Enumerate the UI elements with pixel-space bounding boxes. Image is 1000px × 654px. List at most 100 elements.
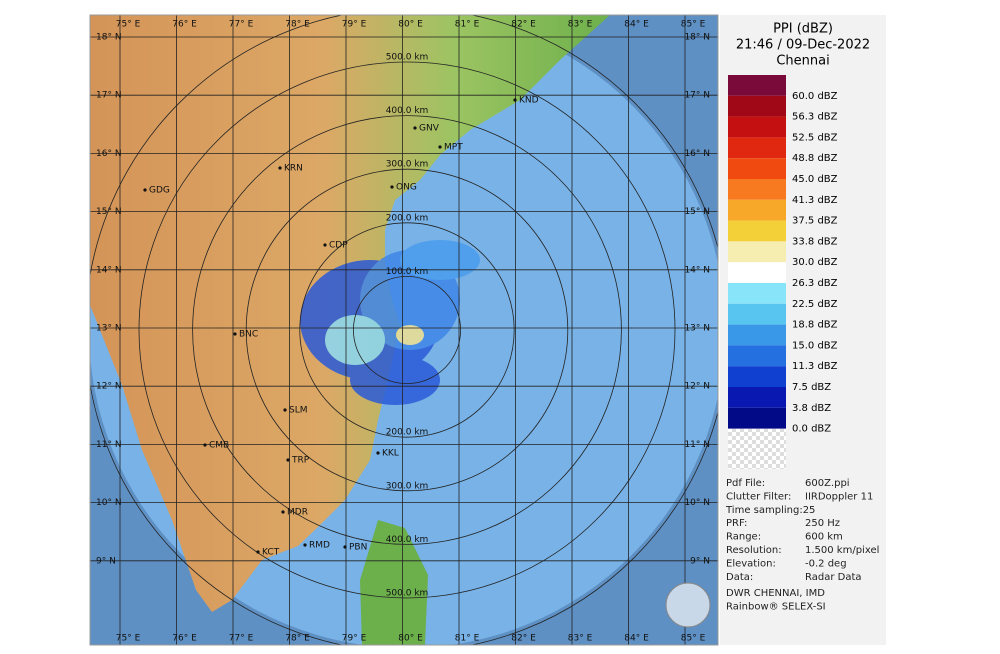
legend-label: 33.8 dBZ [792, 236, 838, 247]
lat-label-left: 13° N [96, 324, 122, 334]
station-dot [343, 545, 347, 549]
station-label: TRP [291, 456, 310, 466]
legend-swatch [728, 366, 786, 387]
range-ring [299, 222, 515, 438]
lon-label-bottom: 80° E [398, 634, 423, 644]
legend-label: 11.3 dBZ [792, 361, 838, 372]
info-key: Pdf File: [726, 478, 765, 489]
range-label: 500.0 km [386, 53, 429, 63]
range-label: 400.0 km [386, 106, 429, 116]
station-dot [376, 451, 380, 455]
info-value: IIRDoppler 11 [805, 491, 873, 502]
map-frame [89, 14, 719, 646]
lat-label-right: 15° N [684, 207, 710, 217]
legend-swatch [728, 303, 786, 325]
lon-label-bottom: 75° E [116, 634, 141, 644]
legend-swatch [728, 387, 786, 408]
lat-label-left: 15° N [96, 207, 122, 217]
station-dot [256, 550, 260, 554]
legend-swatch [728, 75, 786, 96]
info-key: Time sampling:25 [725, 505, 815, 516]
lon-label-bottom: 84° E [624, 634, 649, 644]
station-dot [513, 98, 517, 102]
legend-swatch [728, 158, 786, 179]
station-label: KND [519, 96, 539, 106]
lat-label-right: 9° N [690, 556, 710, 566]
lat-label-right: 18° N [684, 33, 710, 43]
legend-swatch [728, 262, 786, 283]
legend-swatch [728, 407, 786, 429]
range-ring [245, 168, 569, 492]
legend-label: 26.3 dBZ [792, 278, 838, 289]
station-label: GDG [149, 186, 170, 196]
station-label: KCT [262, 548, 280, 558]
legend-swatch [728, 324, 786, 346]
station-dot [390, 185, 394, 189]
lat-label-right: 11° N [684, 440, 710, 450]
info-value: 250 Hz [805, 518, 840, 529]
station-dot [281, 510, 285, 514]
station-dot [278, 166, 282, 170]
timestamp: 21:46 / 09-Dec-2022 [736, 38, 870, 53]
no-data-swatch [728, 429, 786, 469]
legend-label: 41.3 dBZ [792, 195, 838, 206]
lon-label-bottom: 81° E [455, 634, 480, 644]
range-ring [138, 61, 676, 599]
legend-label: 30.0 dBZ [792, 257, 838, 268]
station-label: ONG [396, 183, 417, 193]
legend-swatch [728, 241, 786, 263]
legend-label: 45.0 dBZ [792, 174, 838, 185]
lat-label-left: 12° N [96, 382, 122, 392]
range-label: 300.0 km [386, 160, 429, 170]
lon-label-top: 83° E [568, 20, 593, 30]
lat-label-left: 10° N [96, 498, 122, 508]
lat-label-right: 12° N [684, 382, 710, 392]
lon-label-top: 75° E [116, 20, 141, 30]
legend-swatch [728, 283, 786, 304]
station-name: Chennai [776, 54, 829, 69]
station-label: PBN [349, 543, 367, 553]
station-dot [438, 145, 442, 149]
station-label: MPT [444, 143, 463, 153]
station-label: CMB [209, 441, 229, 451]
lat-label-left: 17° N [96, 91, 122, 101]
legend-swatch [728, 345, 786, 367]
station-dot [143, 188, 147, 192]
lat-label-right: 17° N [684, 91, 710, 101]
lon-label-bottom: 85° E [681, 634, 706, 644]
product: PPI (dBZ) [773, 22, 833, 37]
lat-label-right: 10° N [684, 498, 710, 508]
lat-label-right: 14° N [684, 265, 710, 275]
range-label: 500.0 km [386, 589, 429, 599]
legend-label: 0.0 dBZ [792, 424, 831, 435]
lon-label-top: 82° E [511, 20, 536, 30]
legend-swatch [728, 179, 786, 200]
station-label: GNV [419, 124, 440, 134]
credit: Rainbow® SELEX-SI [726, 601, 826, 612]
station-dot [286, 458, 290, 462]
legend-label: 52.5 dBZ [792, 132, 838, 143]
station-dot [413, 126, 417, 130]
legend-label: 7.5 dBZ [792, 382, 831, 393]
legend-label: 37.5 dBZ [792, 216, 838, 227]
info-key: Elevation: [726, 558, 776, 569]
legend-label: 48.8 dBZ [792, 153, 838, 164]
lon-label-top: 81° E [455, 20, 480, 30]
graticule [90, 15, 718, 645]
lon-label-top: 77° E [229, 20, 254, 30]
legend-label: 56.3 dBZ [792, 112, 838, 123]
range-ring [192, 115, 622, 545]
station-label: KKL [382, 449, 399, 459]
legend-swatch [728, 220, 786, 242]
station-label: MDR [287, 508, 308, 518]
station-dot [233, 332, 237, 336]
legend-label: 15.0 dBZ [792, 340, 838, 351]
legend-swatch [728, 95, 786, 117]
legend-label: 60.0 dBZ [792, 91, 838, 102]
info-value: -0.2 deg [805, 558, 847, 569]
radar-map: 75° E 75° E 76° E 76° E 77° E 77° E 78° E 78° E… [90, 15, 718, 645]
info-value: 1.500 km/pixel [805, 545, 879, 556]
lon-label-bottom: 79° E [342, 634, 367, 644]
legend-swatch [728, 137, 786, 159]
station-label: CDP [329, 241, 348, 251]
